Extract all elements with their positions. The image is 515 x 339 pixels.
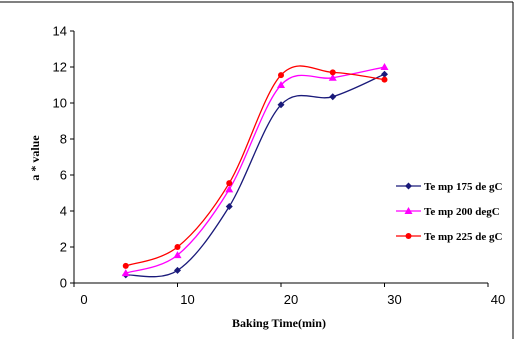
data-point: [121, 269, 130, 277]
data-point: [225, 185, 234, 193]
data-point: [122, 262, 129, 269]
y-tick-label: 6: [60, 168, 67, 183]
x-tick-label: 10: [180, 292, 194, 307]
legend-item-3: Te mp 225 de gC: [396, 231, 502, 243]
data-point: [225, 203, 233, 210]
data-point: [174, 244, 181, 250]
y-tick-label: 14: [53, 24, 67, 39]
data-point: [381, 70, 388, 78]
x-tick-label: 0: [80, 292, 87, 307]
data-point: [173, 251, 182, 259]
y-tick-label: 12: [53, 60, 67, 75]
legend-label: Te mp 175 de gC: [424, 181, 502, 193]
data-point: [278, 72, 284, 79]
x-tick-label: 20: [284, 292, 298, 307]
data-point: [381, 76, 388, 83]
y-axis-title: a * value: [28, 135, 42, 181]
data-point: [328, 73, 337, 81]
data-point: [329, 69, 336, 76]
y-tick-label: 8: [60, 132, 67, 147]
plot-area: 0 2 4 6 8 10 12 14 0 10 20 30 40: [53, 24, 506, 308]
series-line: [125, 66, 385, 274]
series-1: [122, 70, 388, 279]
series-line: [125, 65, 385, 267]
y-tick-label: 4: [60, 204, 67, 219]
legend-swatch-marker: [405, 233, 412, 239]
legend-label: Te mp 225 de gC: [424, 231, 502, 243]
y-tick-label: 0: [60, 276, 67, 291]
y-tick-label: 2: [60, 240, 67, 255]
legend-item-2: Te mp 200 degC: [396, 206, 500, 218]
series-3: [122, 65, 388, 269]
series-2: [121, 63, 389, 277]
x-tick-label: 40: [491, 292, 505, 307]
data-point: [380, 63, 389, 70]
legend-item-1: Te mp 175 de gC: [396, 181, 502, 193]
x-axis-title: Baking Time(min): [232, 316, 326, 330]
legend-label: Te mp 200 degC: [424, 206, 500, 218]
data-point: [174, 266, 181, 274]
legend: Te mp 175 de gC Te mp 200 degC Te mp 225 d…: [396, 181, 502, 243]
data-point: [226, 180, 233, 187]
series-line: [125, 73, 385, 278]
x-tick-label: 30: [387, 292, 401, 307]
data-point: [329, 93, 337, 101]
y-tick-label: 10: [53, 96, 67, 111]
legend-swatch-marker: [405, 182, 412, 190]
data-point: [277, 101, 285, 109]
data-point: [277, 81, 285, 88]
legend-swatch-marker: [404, 207, 413, 214]
